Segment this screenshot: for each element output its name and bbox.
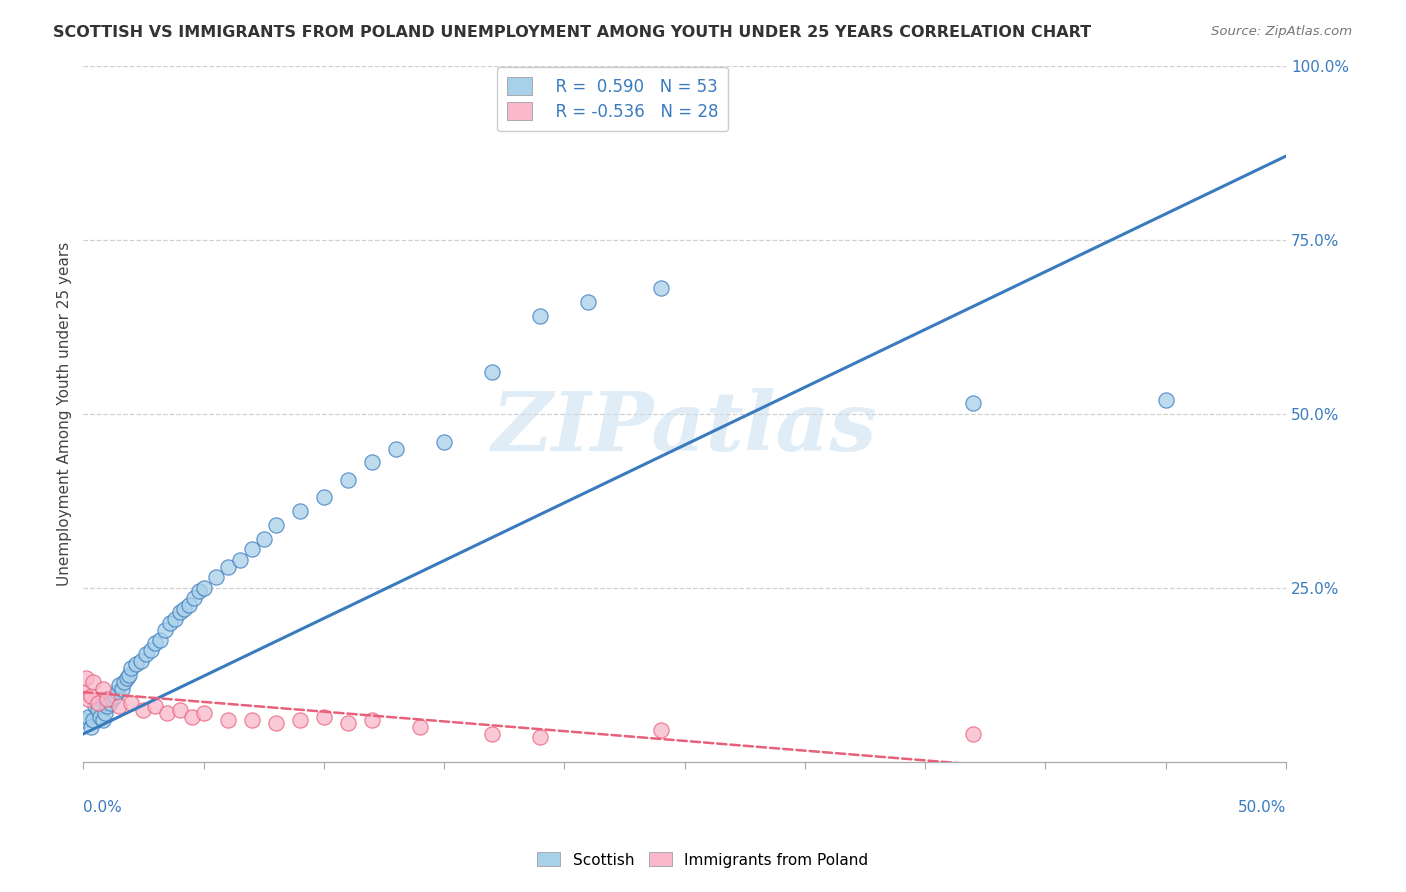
Point bbox=[361, 713, 384, 727]
Point bbox=[361, 455, 384, 469]
Point bbox=[120, 661, 142, 675]
Point bbox=[139, 643, 162, 657]
Point bbox=[82, 674, 104, 689]
Point bbox=[179, 598, 201, 612]
Point bbox=[72, 713, 94, 727]
Point bbox=[101, 692, 124, 706]
Point bbox=[129, 654, 152, 668]
Point bbox=[145, 636, 167, 650]
Point bbox=[409, 720, 432, 734]
Point bbox=[481, 365, 503, 379]
Point bbox=[77, 709, 100, 723]
Point bbox=[115, 671, 138, 685]
Point bbox=[529, 310, 551, 324]
Point bbox=[288, 713, 311, 727]
Y-axis label: Unemployment Among Youth under 25 years: Unemployment Among Youth under 25 years bbox=[58, 242, 72, 586]
Point bbox=[87, 696, 110, 710]
Point bbox=[193, 706, 215, 720]
Point bbox=[173, 601, 195, 615]
Legend: Scottish, Immigrants from Poland: Scottish, Immigrants from Poland bbox=[531, 847, 875, 873]
Text: Source: ZipAtlas.com: Source: ZipAtlas.com bbox=[1212, 25, 1353, 38]
Point bbox=[118, 667, 141, 681]
Text: SCOTTISH VS IMMIGRANTS FROM POLAND UNEMPLOYMENT AMONG YOUTH UNDER 25 YEARS CORRE: SCOTTISH VS IMMIGRANTS FROM POLAND UNEMP… bbox=[53, 25, 1091, 40]
Point bbox=[153, 623, 176, 637]
Point bbox=[105, 685, 128, 699]
Point bbox=[112, 674, 135, 689]
Point bbox=[89, 709, 111, 723]
Point bbox=[240, 713, 263, 727]
Text: ZIPatlas: ZIPatlas bbox=[492, 388, 877, 467]
Point bbox=[312, 490, 335, 504]
Point bbox=[96, 692, 118, 706]
Point bbox=[79, 689, 101, 703]
Point bbox=[240, 542, 263, 557]
Point bbox=[264, 716, 287, 731]
Point bbox=[108, 699, 131, 714]
Point bbox=[336, 716, 359, 731]
Point bbox=[650, 281, 672, 295]
Point bbox=[385, 442, 408, 456]
Point bbox=[163, 612, 186, 626]
Point bbox=[264, 518, 287, 533]
Point bbox=[98, 696, 121, 710]
Point bbox=[312, 709, 335, 723]
Point bbox=[135, 647, 157, 661]
Point bbox=[82, 713, 104, 727]
Point bbox=[96, 699, 118, 714]
Point bbox=[529, 731, 551, 745]
Point bbox=[217, 713, 239, 727]
Point bbox=[84, 699, 107, 714]
Point bbox=[1154, 392, 1177, 407]
Point bbox=[204, 570, 226, 584]
Text: 0.0%: 0.0% bbox=[83, 800, 122, 815]
Point bbox=[156, 706, 179, 720]
Point bbox=[253, 532, 276, 546]
Point bbox=[187, 584, 209, 599]
Point bbox=[433, 434, 456, 449]
Text: 50.0%: 50.0% bbox=[1237, 800, 1286, 815]
Point bbox=[650, 723, 672, 738]
Point bbox=[75, 671, 97, 685]
Point bbox=[336, 473, 359, 487]
Point bbox=[962, 727, 984, 741]
Legend:   R =  0.590   N = 53,   R = -0.536   N = 28: R = 0.590 N = 53, R = -0.536 N = 28 bbox=[496, 67, 728, 131]
Point bbox=[120, 696, 142, 710]
Point bbox=[169, 702, 191, 716]
Point bbox=[94, 706, 117, 720]
Point bbox=[193, 581, 215, 595]
Point bbox=[962, 396, 984, 410]
Point bbox=[79, 720, 101, 734]
Point bbox=[481, 727, 503, 741]
Point bbox=[91, 713, 114, 727]
Point bbox=[180, 709, 202, 723]
Point bbox=[132, 702, 155, 716]
Point bbox=[578, 295, 600, 310]
Point bbox=[149, 632, 172, 647]
Point bbox=[125, 657, 148, 672]
Point bbox=[228, 553, 250, 567]
Point bbox=[111, 681, 134, 696]
Point bbox=[183, 591, 205, 606]
Point bbox=[91, 681, 114, 696]
Point bbox=[103, 689, 125, 703]
Point bbox=[77, 692, 100, 706]
Point bbox=[108, 678, 131, 692]
Point bbox=[169, 605, 191, 619]
Point bbox=[288, 504, 311, 518]
Point bbox=[159, 615, 181, 630]
Point bbox=[72, 685, 94, 699]
Point bbox=[87, 702, 110, 716]
Point bbox=[145, 699, 167, 714]
Point bbox=[217, 559, 239, 574]
